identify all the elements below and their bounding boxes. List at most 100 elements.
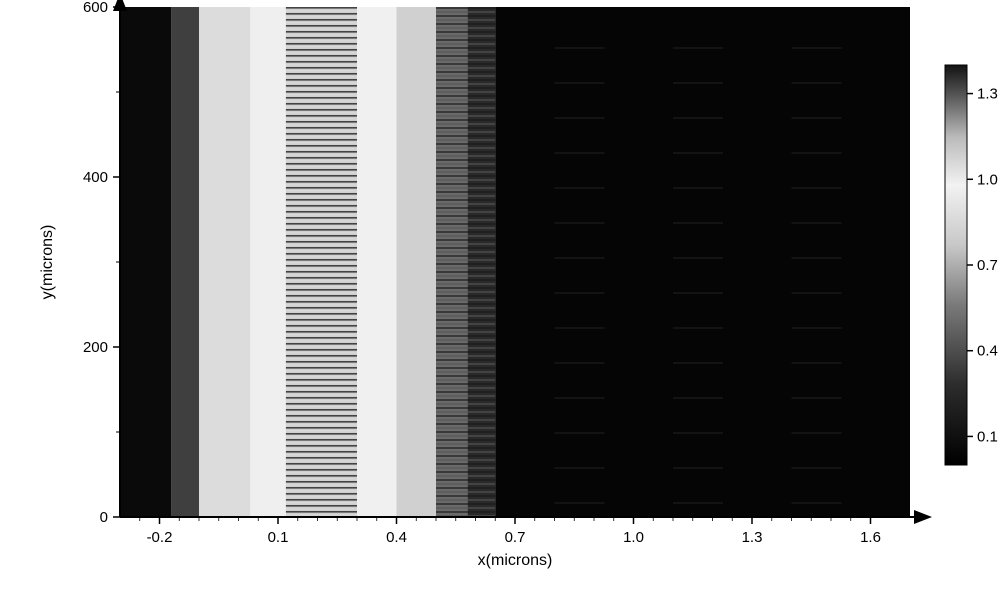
heatmap-streak	[286, 490, 357, 492]
heatmap-streak	[286, 439, 357, 441]
heatmap-streak	[286, 10, 357, 12]
heatmap-streak	[286, 163, 357, 165]
heatmap-streak	[286, 16, 357, 18]
heatmap-streak	[286, 343, 357, 345]
x-tick-label: 1.3	[742, 529, 763, 546]
heatmap-streak	[436, 467, 495, 469]
y-tick-label: 200	[83, 339, 108, 356]
heatmap-faint	[792, 82, 842, 84]
heatmap-streak	[286, 496, 357, 498]
heatmap-streak	[436, 243, 495, 245]
heatmap-streak	[436, 127, 495, 129]
heatmap-streak	[436, 375, 495, 377]
heatmap-faint	[555, 82, 605, 84]
heatmap-streak	[436, 11, 495, 13]
heatmap-streak	[436, 363, 495, 365]
heatmap-streak	[286, 511, 357, 513]
heatmap-streak	[436, 307, 495, 309]
heatmap-streak	[286, 310, 357, 312]
heatmap-faint	[673, 82, 723, 84]
heatmap-streak	[286, 124, 357, 126]
heatmap-streak	[436, 199, 495, 201]
heatmap-faint	[555, 502, 605, 504]
heatmap-streak	[286, 208, 357, 210]
heatmap-streak	[286, 142, 357, 144]
heatmap-streak	[286, 184, 357, 186]
heatmap-streak	[286, 340, 357, 342]
heatmap-streak	[436, 275, 495, 277]
heatmap-faint	[792, 467, 842, 469]
heatmap-streak	[286, 514, 357, 516]
heatmap-faint	[555, 327, 605, 329]
x-tick-label: 1.6	[860, 529, 881, 546]
heatmap-streak	[286, 487, 357, 489]
heatmap-streak	[436, 451, 495, 453]
heatmap-streak	[286, 265, 357, 267]
heatmap-streak	[436, 91, 495, 93]
heatmap-streak	[436, 447, 495, 449]
heatmap-streak	[286, 145, 357, 147]
heatmap-streak	[286, 109, 357, 111]
heatmap-streak	[286, 211, 357, 213]
heatmap-streak	[286, 481, 357, 483]
heatmap-faint	[673, 152, 723, 154]
heatmap-faint	[792, 397, 842, 399]
heatmap-streak	[286, 295, 357, 297]
heatmap-faint	[792, 117, 842, 119]
heatmap-streak	[286, 448, 357, 450]
heatmap-streak	[436, 415, 495, 417]
heatmap-streak	[436, 123, 495, 125]
x-tick-label: 0.4	[386, 529, 407, 546]
y-axis-label: y(microns)	[39, 225, 56, 300]
heatmap-faint	[673, 467, 723, 469]
heatmap-faint	[555, 152, 605, 154]
heatmap-streak	[436, 503, 495, 505]
heatmap-streak	[436, 147, 495, 149]
heatmap-streak	[436, 111, 495, 113]
heatmap-streak	[436, 167, 495, 169]
heatmap-faint	[673, 47, 723, 49]
heatmap-streak	[436, 475, 495, 477]
heatmap-streak	[286, 151, 357, 153]
heatmap-streak	[286, 379, 357, 381]
heatmap-streak	[436, 15, 495, 17]
heatmap-streak	[436, 47, 495, 49]
heatmap-faint	[555, 292, 605, 294]
heatmap-streak	[286, 37, 357, 39]
heatmap-streak	[286, 76, 357, 78]
heatmap-streak	[286, 385, 357, 387]
heatmap-streak	[436, 187, 495, 189]
heatmap-streak	[436, 271, 495, 273]
heatmap-streak	[286, 256, 357, 258]
heatmap-streak	[436, 207, 495, 209]
heatmap-streak	[436, 75, 495, 77]
heatmap-streak	[286, 118, 357, 120]
heatmap-streak	[286, 49, 357, 51]
heatmap-faint	[792, 502, 842, 504]
heatmap-streak	[436, 139, 495, 141]
colorbar-tick-label: 1.3	[977, 86, 998, 103]
y-axis-arrow	[113, 0, 127, 11]
heatmap-streak	[286, 136, 357, 138]
heatmap-streak	[286, 274, 357, 276]
heatmap-streak	[286, 397, 357, 399]
heatmap-streak	[286, 484, 357, 486]
heatmap-streak	[286, 241, 357, 243]
heatmap-band	[171, 7, 199, 517]
heatmap-streak	[286, 334, 357, 336]
heatmap-streak	[286, 319, 357, 321]
heatmap-streak	[286, 121, 357, 123]
heatmap-streak	[286, 127, 357, 129]
heatmap-streak	[436, 239, 495, 241]
heatmap-streak	[286, 325, 357, 327]
heatmap-streak	[286, 292, 357, 294]
heatmap-streak	[436, 419, 495, 421]
heatmap-streak	[286, 166, 357, 168]
heatmap-streak	[436, 319, 495, 321]
heatmap-faint	[555, 362, 605, 364]
heatmap-faint	[555, 467, 605, 469]
heatmap-streak	[286, 271, 357, 273]
heatmap-plot	[120, 7, 910, 517]
heatmap-faint	[555, 432, 605, 434]
heatmap-streak	[436, 255, 495, 257]
